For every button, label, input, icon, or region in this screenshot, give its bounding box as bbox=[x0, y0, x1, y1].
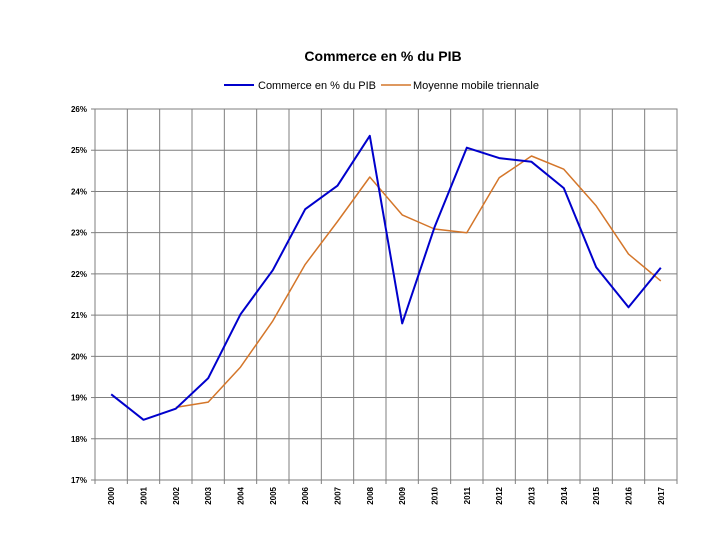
x-tick-label: 2010 bbox=[431, 486, 440, 504]
x-tick-label: 2002 bbox=[172, 486, 181, 504]
y-tick-label: 18% bbox=[71, 435, 87, 444]
x-tick-label: 2013 bbox=[528, 486, 537, 504]
y-axis-ticks: 17% 18% 19% 20% 21% 22% 23% 24% 25% 26% bbox=[71, 105, 95, 485]
legend-label-moyenne: Moyenne mobile triennale bbox=[413, 80, 539, 92]
y-tick-label: 26% bbox=[71, 105, 87, 114]
x-tick-label: 2006 bbox=[301, 486, 310, 504]
x-tick-label: 2017 bbox=[657, 486, 666, 504]
y-tick-label: 23% bbox=[71, 229, 87, 238]
chart-title: Commerce en % du PIB bbox=[304, 48, 461, 64]
legend: Commerce en % du PIB Moyenne mobile trie… bbox=[224, 80, 539, 92]
series-line-moyenne bbox=[175, 155, 662, 409]
series-line-commerce bbox=[110, 134, 662, 421]
y-tick-label: 24% bbox=[71, 187, 87, 196]
x-tick-label: 2011 bbox=[463, 486, 472, 504]
x-tick-label: 2001 bbox=[140, 486, 149, 504]
series-layer bbox=[110, 134, 662, 421]
x-tick-label: 2005 bbox=[269, 486, 278, 504]
x-tick-label: 2015 bbox=[592, 486, 601, 504]
x-tick-label: 2009 bbox=[398, 486, 407, 504]
y-tick-label: 20% bbox=[71, 352, 87, 361]
legend-label-commerce: Commerce en % du PIB bbox=[258, 80, 376, 92]
y-tick-label: 19% bbox=[71, 394, 87, 403]
x-tick-label: 2012 bbox=[495, 486, 504, 504]
y-tick-label: 25% bbox=[71, 146, 87, 155]
x-tick-label: 2007 bbox=[334, 486, 343, 504]
x-tick-label: 2004 bbox=[237, 486, 246, 504]
x-axis-ticks: 2000 2001 2002 2003 2004 2005 2006 2007 2008 2009… bbox=[94, 480, 678, 505]
x-tick-label: 2016 bbox=[625, 486, 634, 504]
y-tick-label: 17% bbox=[71, 476, 87, 485]
x-tick-label: 2003 bbox=[204, 486, 213, 504]
y-tick-label: 22% bbox=[71, 270, 87, 279]
x-tick-label: 2014 bbox=[560, 486, 569, 504]
x-tick-label: 2000 bbox=[107, 486, 116, 504]
y-tick-label: 21% bbox=[71, 311, 87, 320]
x-tick-label: 2008 bbox=[366, 486, 375, 504]
grid bbox=[95, 109, 677, 480]
